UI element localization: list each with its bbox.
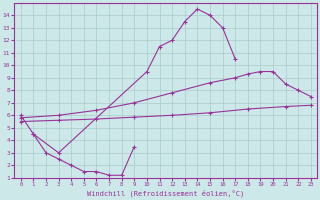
X-axis label: Windchill (Refroidissement éolien,°C): Windchill (Refroidissement éolien,°C)	[87, 190, 244, 197]
